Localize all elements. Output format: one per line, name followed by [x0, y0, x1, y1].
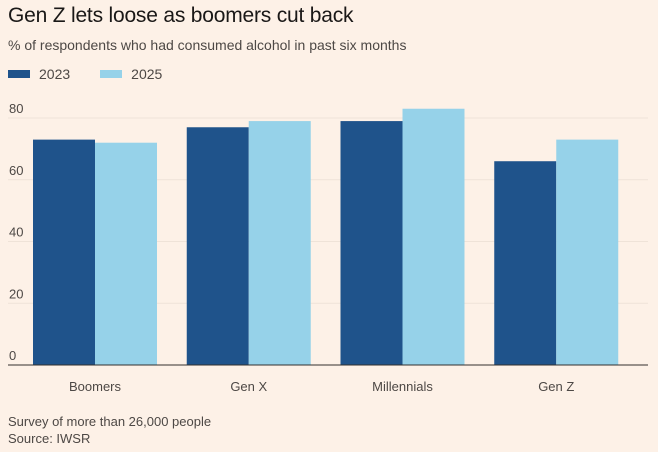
source-note: Source: IWSR [8, 431, 91, 446]
bar-chart: 0 20 40 60 80 Boomers Gen X Millennials Gen Z [8, 101, 648, 394]
x-tick-label-boomers: Boomers [69, 379, 122, 394]
y-tick-label-80: 80 [9, 101, 23, 116]
legend-item-2025: 2025 [100, 66, 162, 82]
bar-gen-x-2025 [248, 121, 311, 366]
x-tick-label-gen-x: Gen X [230, 379, 267, 394]
y-tick-label-60: 60 [9, 163, 23, 178]
footnote: Survey of more than 26,000 people [8, 414, 212, 429]
y-tick-label-20: 20 [9, 286, 23, 301]
x-tick-label-millennials: Millennials [372, 379, 433, 394]
chart-title: Gen Z lets loose as boomers cut back [8, 4, 354, 27]
y-tick-label-0: 0 [9, 348, 16, 363]
bar-gen-z-2023 [494, 161, 557, 365]
x-tick-label-gen-z: Gen Z [538, 379, 574, 394]
bar-boomers-2023 [33, 139, 95, 365]
legend-swatch-2025 [100, 70, 123, 78]
chart-subtitle: % of respondents who had consumed alcoho… [8, 37, 407, 53]
bar-millennials-2025 [402, 108, 465, 366]
bar-boomers-2025 [95, 142, 157, 365]
legend-label-2025: 2025 [131, 66, 163, 82]
y-tick-label-40: 40 [9, 225, 23, 240]
legend-swatch-2023 [8, 70, 30, 78]
bar-millennials-2023 [340, 121, 403, 366]
bar-gen-x-2023 [186, 127, 249, 365]
legend: 2023 2025 [8, 66, 192, 82]
bar-gen-z-2025 [556, 139, 619, 365]
legend-item-2023: 2023 [8, 66, 70, 82]
legend-label-2023: 2023 [39, 66, 71, 82]
